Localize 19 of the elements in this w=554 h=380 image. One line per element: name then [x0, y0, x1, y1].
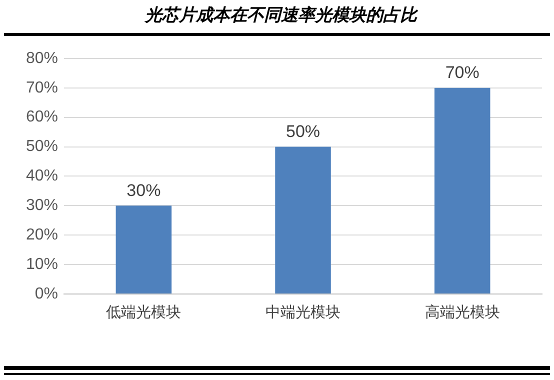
x-tick-label: 中端光模块: [266, 302, 341, 321]
data-label: 50%: [286, 122, 320, 141]
x-tick-label: 低端光模块: [106, 302, 182, 321]
y-tick-label: 20%: [26, 226, 58, 244]
y-tick-label: 0%: [34, 285, 58, 302]
bar: [434, 88, 490, 294]
y-tick-label: 30%: [26, 197, 58, 214]
y-tick-label: 10%: [26, 256, 58, 273]
y-tick-label: 80%: [26, 50, 58, 67]
y-tick-label: 40%: [26, 168, 58, 185]
y-tick-label: 70%: [26, 79, 58, 96]
data-label: 30%: [126, 180, 161, 200]
y-tick-label: 50%: [26, 138, 58, 156]
y-tick-label: 60%: [26, 108, 58, 126]
data-label: 70%: [445, 63, 480, 82]
bar: [275, 146, 331, 294]
bar: [116, 206, 172, 294]
chart-title: 光芯片成本在不同速率光模块的占比: [144, 6, 419, 26]
x-tick-label: 高端光模块: [424, 302, 500, 321]
